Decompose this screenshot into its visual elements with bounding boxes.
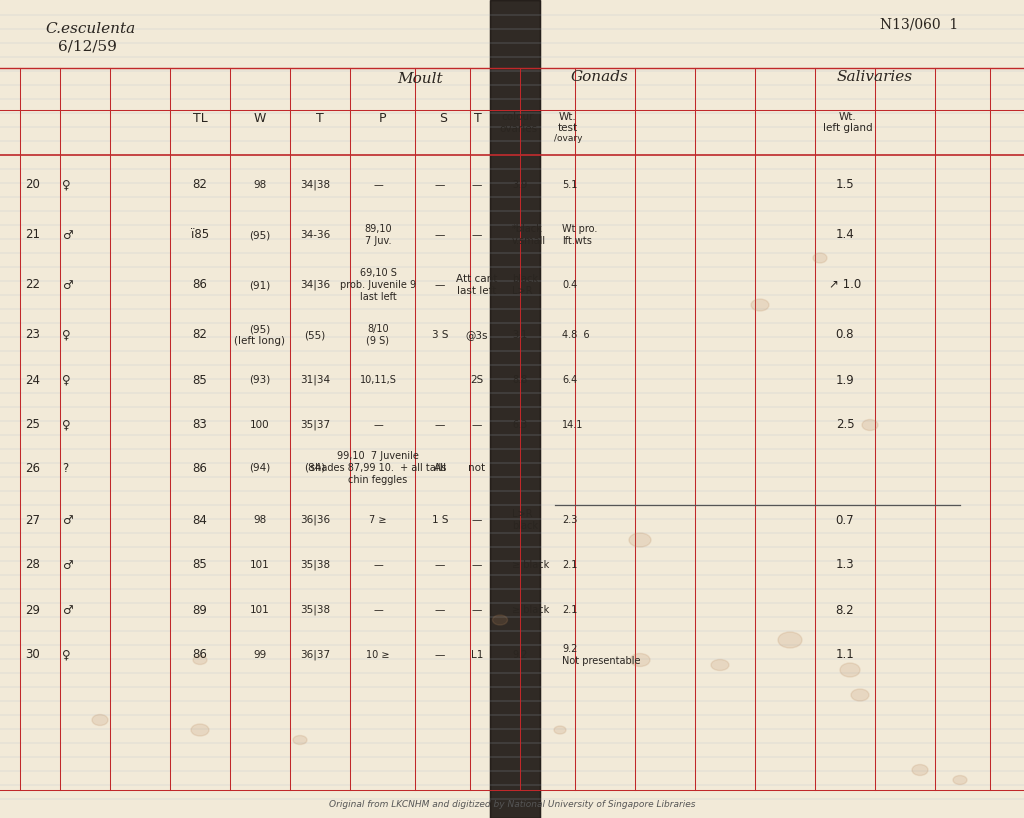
Text: 24: 24 (25, 374, 40, 386)
Text: All: All (433, 463, 446, 473)
Text: ?: ? (62, 461, 69, 474)
Text: ♂: ♂ (62, 514, 73, 527)
Text: 6/12/59: 6/12/59 (58, 40, 117, 54)
Text: —: — (435, 650, 445, 660)
Text: —: — (472, 420, 482, 430)
Text: T: T (316, 112, 324, 125)
Ellipse shape (193, 655, 207, 664)
Text: 23: 23 (25, 329, 40, 341)
Text: —: — (373, 605, 383, 615)
Text: 2.1: 2.1 (562, 605, 578, 615)
Text: 0.7: 0.7 (836, 514, 854, 527)
Text: 85: 85 (193, 374, 208, 386)
Text: —: — (472, 180, 482, 190)
Text: —: — (373, 560, 383, 570)
Ellipse shape (191, 724, 209, 736)
Ellipse shape (851, 689, 869, 701)
Text: /ovary: /ovary (554, 134, 583, 143)
Text: 86: 86 (193, 649, 208, 662)
Text: ♀: ♀ (62, 329, 71, 341)
Text: Moult: Moult (397, 72, 442, 86)
Text: 31|34: 31|34 (300, 375, 330, 385)
Text: C.esculenta: C.esculenta (45, 22, 135, 36)
Text: N13/060  1: N13/060 1 (880, 18, 958, 32)
Text: 3.9: 3.9 (512, 180, 527, 190)
Text: 2.5: 2.5 (836, 419, 854, 432)
Text: ≥ black: ≥ black (512, 560, 549, 570)
Text: 7 ≥: 7 ≥ (370, 515, 387, 525)
Text: 36|37: 36|37 (300, 649, 330, 660)
Text: TL: TL (193, 112, 208, 125)
Bar (490, 0, 540, 818)
Text: 101: 101 (250, 605, 270, 615)
Text: 8.8: 8.8 (512, 375, 527, 385)
Ellipse shape (912, 765, 928, 775)
Text: 34|36: 34|36 (300, 280, 330, 290)
Text: 25: 25 (25, 419, 40, 432)
Text: 4.8  6: 4.8 6 (562, 330, 590, 340)
Text: 21: 21 (25, 228, 40, 241)
Text: 86: 86 (193, 278, 208, 291)
Text: left gland: left gland (823, 123, 872, 133)
Text: 83: 83 (193, 419, 208, 432)
Text: 10 ≥: 10 ≥ (367, 650, 390, 660)
Text: (93): (93) (250, 375, 270, 385)
Text: —: — (472, 230, 482, 240)
Text: 27: 27 (25, 514, 40, 527)
Text: 1.9: 1.9 (836, 374, 854, 386)
Ellipse shape (630, 654, 650, 667)
Text: —: — (373, 420, 383, 430)
Text: (94): (94) (250, 463, 270, 473)
Text: T: T (474, 112, 482, 125)
Text: 34|38: 34|38 (300, 180, 330, 191)
Text: 6.3: 6.3 (512, 420, 527, 430)
Ellipse shape (813, 253, 827, 263)
Text: —: — (472, 605, 482, 615)
Text: ♀: ♀ (62, 419, 71, 432)
Text: 8.2: 8.2 (836, 604, 854, 617)
Ellipse shape (629, 533, 651, 547)
Text: 14.1: 14.1 (562, 420, 584, 430)
Ellipse shape (751, 299, 769, 311)
Text: Original from LKCNHM and digitized by National University of Singapore Libraries: Original from LKCNHM and digitized by Na… (329, 800, 695, 809)
Text: Wt pro.
lft.wts: Wt pro. lft.wts (562, 224, 597, 245)
Ellipse shape (862, 420, 878, 430)
Text: ♂: ♂ (62, 278, 73, 291)
Text: 22: 22 (25, 278, 40, 291)
Text: 35|38: 35|38 (300, 560, 330, 570)
Text: 30: 30 (25, 649, 40, 662)
Text: 2.3: 2.3 (562, 515, 578, 525)
Text: 2S: 2S (470, 375, 483, 385)
Text: (95)
(left long): (95) (left long) (234, 324, 286, 346)
Text: 1 S: 1 S (432, 515, 449, 525)
Text: ↗ 1.0: ↗ 1.0 (828, 278, 861, 291)
Text: 85: 85 (193, 559, 208, 572)
Text: 1.1: 1.1 (836, 649, 854, 662)
Ellipse shape (293, 735, 307, 744)
Text: 89,10
7 Juv.: 89,10 7 Juv. (365, 224, 392, 245)
Text: @3s: @3s (466, 330, 488, 340)
Text: 9.2
Not presentable: 9.2 Not presentable (562, 645, 640, 666)
Text: 20: 20 (25, 178, 40, 191)
Text: P: P (378, 112, 386, 125)
Text: 82: 82 (193, 178, 208, 191)
Text: ♀: ♀ (62, 178, 71, 191)
Ellipse shape (554, 726, 566, 734)
Text: ♂: ♂ (62, 228, 73, 241)
Text: 1.5: 1.5 (836, 178, 854, 191)
Text: 84: 84 (193, 514, 208, 527)
Text: —: — (435, 560, 445, 570)
Text: 0.8: 0.8 (836, 329, 854, 341)
Text: —: — (435, 180, 445, 190)
Text: *black
v.small: *black v.small (512, 224, 546, 245)
Text: (84): (84) (304, 463, 326, 473)
Text: 6.4: 6.4 (562, 375, 578, 385)
Text: 5.1: 5.1 (562, 180, 578, 190)
Text: 82: 82 (193, 329, 208, 341)
Text: (95): (95) (250, 230, 270, 240)
Text: —: — (435, 420, 445, 430)
Text: —: — (472, 515, 482, 525)
Text: 99: 99 (253, 650, 266, 660)
Text: black
L>R: black L>R (512, 274, 538, 296)
Text: 34-36: 34-36 (300, 230, 330, 240)
